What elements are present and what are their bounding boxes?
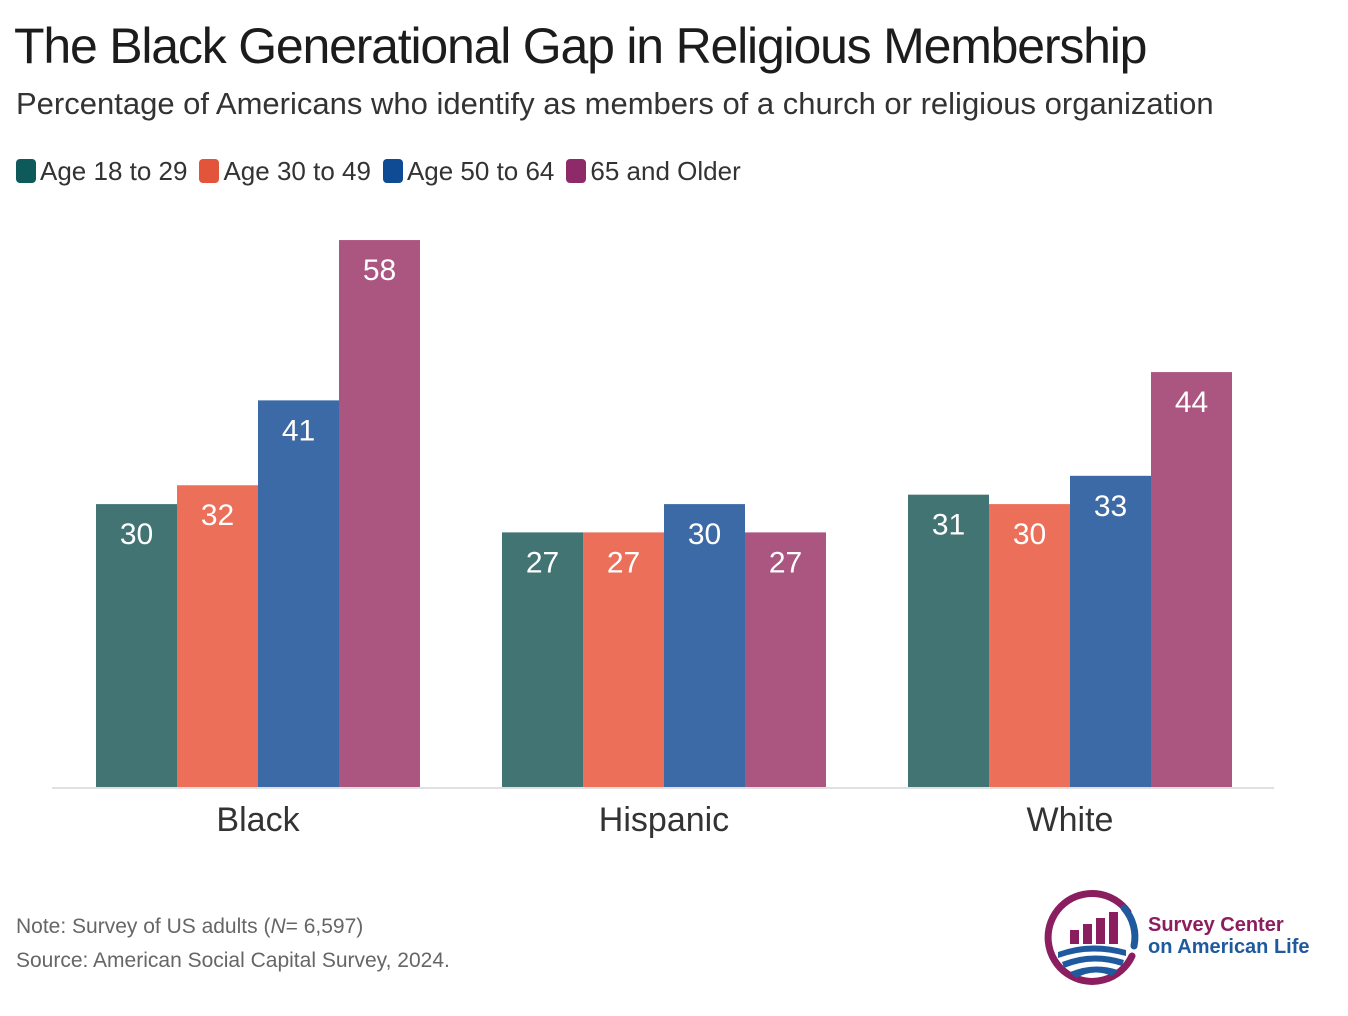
- bar-black-series-1: [177, 485, 258, 787]
- bar-value-label: 32: [201, 499, 234, 532]
- chart-title: The Black Generational Gap in Religious …: [14, 18, 1147, 74]
- note-line-source: Source: American Social Capital Survey, …: [16, 949, 450, 972]
- logo-line-2: on American Life: [1148, 936, 1310, 958]
- legend-swatch-age-18-29: [16, 159, 36, 183]
- legend-swatch-65-older: [566, 159, 587, 183]
- legend-item-age-30-49: Age 30 to 49: [199, 155, 371, 187]
- bar-value-label: 27: [526, 546, 559, 579]
- bar-white-series-1: [989, 504, 1070, 787]
- bar-hispanic-series-1: [583, 532, 664, 787]
- bar-hispanic-series-3: [745, 532, 826, 787]
- logo-line-1: Survey Center: [1148, 914, 1284, 936]
- legend-swatch-age-30-49: [199, 159, 220, 183]
- bar-value-label: 27: [769, 546, 802, 579]
- chart-subtitle: Percentage of Americans who identify as …: [16, 86, 1214, 121]
- bar-value-label: 30: [688, 518, 721, 551]
- bar-black-series-3: [339, 240, 420, 787]
- logo-text: Survey Center on American Life: [1148, 914, 1310, 958]
- bar-chart: 30 32 41 58 27 27 30 27 31 30 33 44 Black Hispanic Wh…: [52, 240, 1274, 839]
- bar-value-label: 44: [1175, 386, 1208, 419]
- legend-label-65-older: 65 and Older: [590, 155, 741, 186]
- category-labels: Black Hispanic White: [216, 801, 1113, 839]
- note-line-sample: Note: Survey of US adults (N= 6,597): [16, 910, 450, 944]
- legend-label-age-18-29: Age 18 to 29: [40, 155, 188, 186]
- note-suffix: = 6,597): [285, 915, 364, 938]
- legend-item-age-50-64: Age 50 to 64: [382, 155, 555, 187]
- legend: Age 18 to 29 Age 30 to 49 Age 50 to 64 6…: [16, 152, 753, 190]
- bar-value-label: 33: [1094, 490, 1127, 523]
- category-label-black: Black: [216, 801, 300, 839]
- bar-hispanic-series-0: [502, 532, 583, 787]
- category-label-hispanic: Hispanic: [599, 801, 729, 839]
- survey-center-logo: Survey Center on American Life: [1040, 886, 1330, 986]
- legend-swatch-age-50-64: [382, 159, 403, 183]
- bar-white-series-3: [1151, 372, 1232, 787]
- bar-hispanic-series-2: [664, 504, 745, 787]
- legend-label-age-50-64: Age 50 to 64: [406, 155, 555, 186]
- bars-group: 30 32 41 58 27 27 30 27 31 30 33 44: [96, 240, 1232, 787]
- chart-note: Note: Survey of US adults (N= 6,597) Sou…: [16, 910, 450, 978]
- bar-black-series-2: [258, 400, 339, 787]
- legend-item-65-older: 65 and Older: [566, 155, 741, 187]
- bar-white-series-0: [908, 494, 989, 787]
- bar-value-label: 30: [1013, 518, 1046, 551]
- bar-black-series-0: [96, 504, 177, 787]
- survey-center-logo-icon: [1044, 889, 1139, 985]
- bar-white-series-2: [1070, 475, 1151, 787]
- legend-item-age-18-29: Age 18 to 29: [16, 156, 187, 187]
- bar-value-label: 58: [363, 254, 396, 287]
- note-n: N: [270, 915, 286, 938]
- bar-value-label: 31: [932, 509, 965, 542]
- category-label-white: White: [1027, 801, 1114, 839]
- bar-value-label: 27: [607, 546, 640, 579]
- bar-value-label: 30: [120, 518, 153, 551]
- bar-value-label: 41: [282, 414, 315, 447]
- note-prefix: Note: Survey of US adults (: [16, 915, 271, 938]
- legend-label-age-30-49: Age 30 to 49: [223, 155, 371, 186]
